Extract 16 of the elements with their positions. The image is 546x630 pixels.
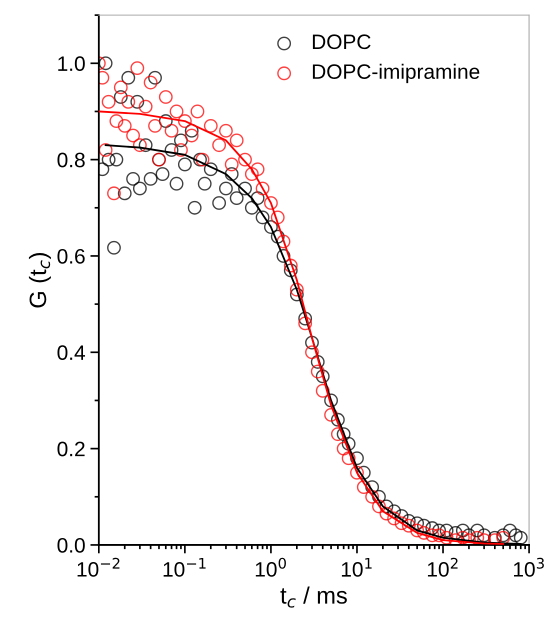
- y-tick-label: 0.8: [57, 152, 85, 168]
- x-tick-label: 10$^{0}$: [256, 558, 286, 577]
- y-tick-label: 0.0: [57, 538, 85, 553]
- x-tick-label: 10$^{3}$: [514, 558, 544, 577]
- x-axis-title: t$_{c}$ / ms: [280, 586, 347, 608]
- x-tick-label: 10$^{1}$: [342, 558, 372, 577]
- y-axis-title: G (t$_{c}$): [28, 253, 51, 308]
- y-tick-label: 0.4: [57, 345, 86, 360]
- x-tick-label: 10$^{−1}$: [164, 558, 206, 577]
- y-tick-label: 0.6: [57, 248, 85, 264]
- y-tick-label: 1.0: [58, 56, 85, 72]
- y-tick-label: 0.2: [57, 442, 85, 456]
- legend-label: DOPC-imipramine: [312, 64, 480, 84]
- x-tick-label: 10$^{2}$: [428, 558, 458, 577]
- legend-label: DOPC: [312, 34, 371, 50]
- x-tick-label: 10$^{−2}$: [78, 558, 120, 577]
